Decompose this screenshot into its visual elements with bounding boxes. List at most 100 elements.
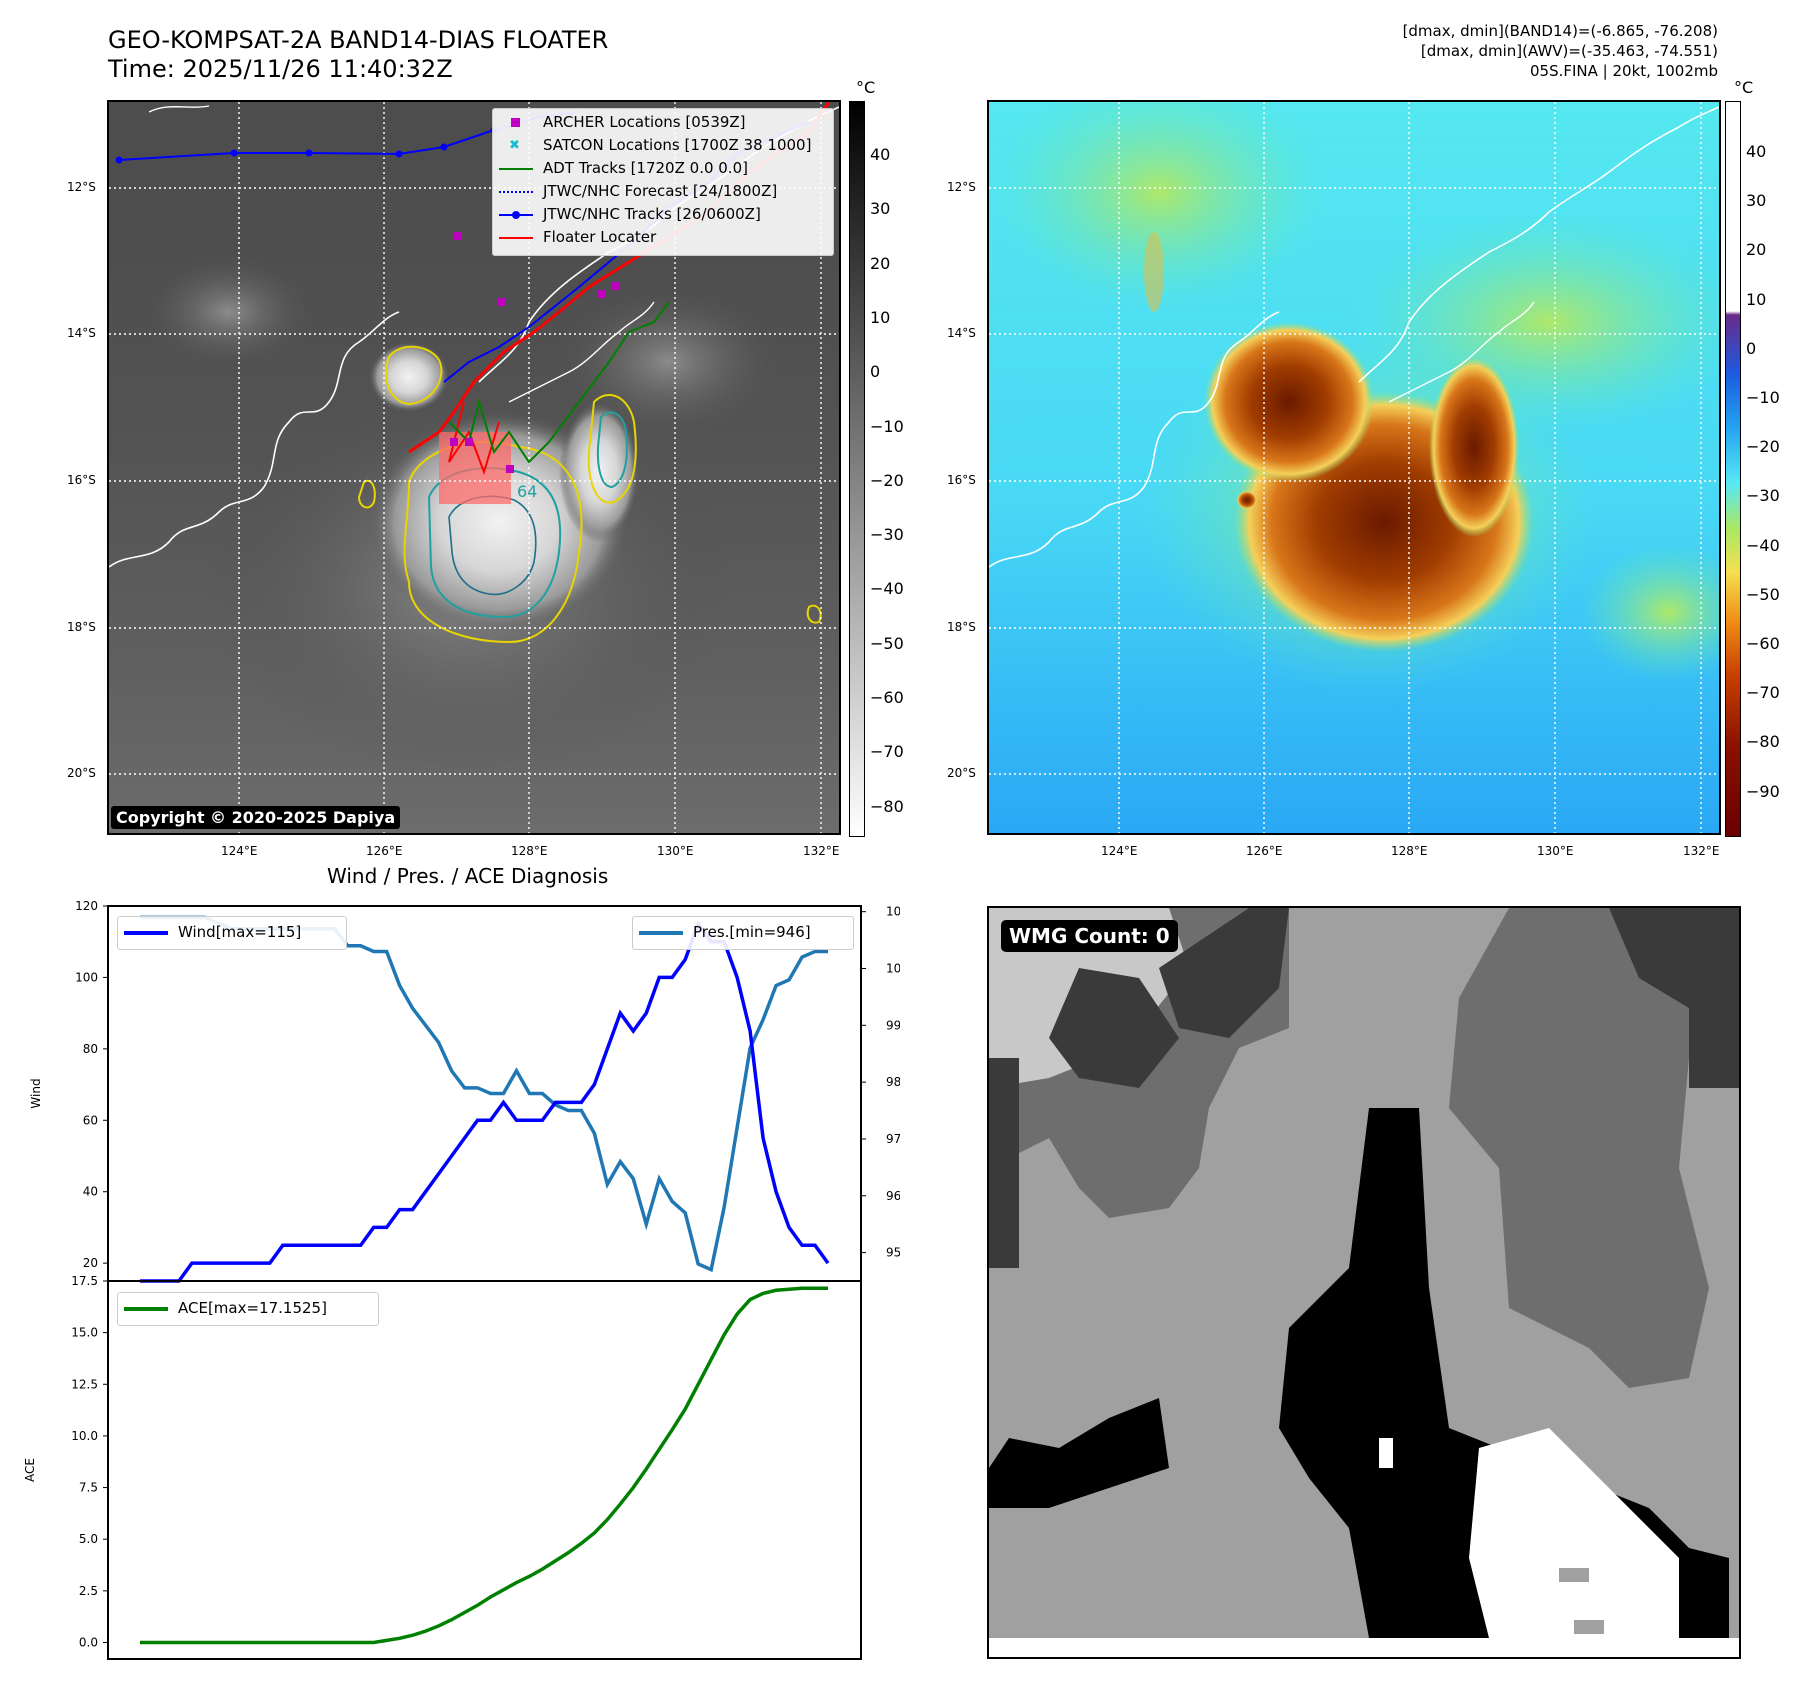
wind-y-tick-label: 60	[83, 1113, 98, 1127]
lat-tick-label: 12°S	[67, 180, 96, 194]
pressure-y-tick-label: 960	[886, 1189, 900, 1203]
wind-axis-label: Wind	[29, 1078, 43, 1108]
ace-y-tick-label: 2.5	[79, 1584, 98, 1598]
pressure-y-tick-label: 970	[886, 1132, 900, 1146]
map-legend-label: Floater Locater	[543, 228, 657, 246]
map-legend-label: JTWC/NHC Forecast [24/1800Z]	[543, 182, 778, 200]
awv-colorbar-tick: 10	[1746, 289, 1767, 309]
gray-colorbar-tick: −80	[870, 796, 904, 816]
pressure-series-line	[140, 915, 828, 1273]
ace-axis-label: ACE	[23, 1458, 37, 1482]
ace-panel: 17.5 15.0 12.5 10.0 7.5 5.0 2.5 0.0 ACE	[23, 1274, 862, 1660]
wind-y-tick-label: 80	[83, 1042, 98, 1056]
map-legend-swatch: ✖	[509, 138, 520, 153]
awv-colorbar-tick: 30	[1746, 191, 1767, 211]
map-legend-label: SATCON Locations [1700Z 38 1000]	[543, 136, 812, 154]
map-legend-item: JTWC/NHC Tracks [26/0600Z]	[493, 203, 833, 226]
wind-y-tick-label: 120	[75, 900, 98, 913]
map-legend-swatch	[499, 237, 533, 239]
map-legend-label: ARCHER Locations [0539Z]	[543, 113, 746, 131]
ace-y-tick-label: 12.5	[71, 1377, 98, 1391]
lon-tick-label: 124°E	[221, 844, 258, 858]
map-legend-swatch	[499, 191, 533, 193]
gray-colorbar-unit: °C	[856, 78, 876, 97]
pressure-legend-label: Pres.[min=946]	[693, 923, 811, 941]
awv-colorbar-unit: °C	[1734, 78, 1754, 97]
lat-tick-label: 18°S	[67, 620, 96, 634]
ace-y-tick-label: 10.0	[71, 1429, 98, 1443]
pressure-y-tick-label: 980	[886, 1075, 900, 1089]
map-legend-swatch	[511, 118, 520, 127]
ace-legend: ACE[max=17.1525]	[117, 1292, 379, 1326]
awv-colorbar-tick: −30	[1746, 486, 1780, 506]
lon-tick-label: 128°E	[1391, 844, 1428, 858]
contour-label: 64	[517, 482, 537, 501]
map-legend-item: ARCHER Locations [0539Z]	[493, 111, 833, 134]
lat-tick-label: 12°S	[947, 180, 976, 194]
awv-colorbar-tick: −60	[1746, 634, 1780, 653]
gray-colorbar-tick: 40	[870, 145, 891, 164]
lon-tick-label: 124°E	[1101, 844, 1138, 858]
pressure-legend-swatch	[639, 931, 683, 935]
lat-tick-label: 16°S	[947, 473, 976, 487]
pressure-y-tick-label: 950	[886, 1246, 900, 1260]
ace-y-tick-label: 15.0	[71, 1326, 98, 1340]
lon-tick-label: 128°E	[511, 844, 548, 858]
lon-tick-label: 126°E	[1246, 844, 1283, 858]
lat-tick-label: 18°S	[947, 620, 976, 634]
gray-colorbar-tick: 20	[870, 253, 891, 273]
pressure-legend: Pres.[min=946]	[632, 916, 854, 950]
ace-panel-frame	[107, 1280, 862, 1660]
lon-tick-label: 130°E	[657, 844, 694, 858]
wmg-graphics	[989, 908, 1739, 1638]
lat-tick-label: 20°S	[67, 766, 96, 780]
wind-y-tick-label: 20	[83, 1256, 98, 1270]
gray-colorbar-tick: 0	[870, 362, 881, 382]
gray-colorbar-tick: 10	[870, 307, 891, 327]
lat-tick-label: 14°S	[947, 326, 976, 340]
awv-colorbar-tick: −90	[1746, 781, 1780, 801]
map-legend-label: ADT Tracks [1720Z 0.0 0.0]	[543, 159, 748, 177]
awv-colorbar	[1725, 101, 1741, 837]
ir-band14-map: 64 ARCHER Locations [0539Z] ✖ SATCON Locat…	[107, 100, 841, 835]
wind-series-line	[140, 920, 830, 1283]
wind-y-tick-label: 100	[75, 970, 98, 984]
awv-colorbar-tick: 20	[1746, 240, 1767, 260]
diagnosis-title: Wind / Pres. / ACE Diagnosis	[327, 864, 609, 888]
lon-tick-label: 132°E	[1683, 844, 1720, 858]
awv-colorbar-tick: −40	[1746, 535, 1780, 555]
map-legend-swatch	[499, 211, 533, 219]
gray-colorbar-tick: −40	[870, 579, 904, 599]
map-legend: ARCHER Locations [0539Z] ✖ SATCON Location…	[492, 108, 834, 256]
lat-tick-label: 20°S	[947, 766, 976, 780]
gray-colorbar-tick: −50	[870, 633, 904, 653]
awv-colorbar-tick: −20	[1746, 437, 1780, 457]
map-legend-item: ADT Tracks [1720Z 0.0 0.0]	[493, 157, 833, 180]
copyright-label: Copyright © 2020-2025 Dapiya	[111, 806, 401, 829]
awv-colorbar-tick: −70	[1746, 683, 1780, 703]
ace-series-line	[140, 1286, 828, 1645]
gray-colorbar-tick: −20	[870, 470, 904, 490]
lon-tick-label: 132°E	[803, 844, 840, 858]
gray-colorbar-tick: −30	[870, 525, 904, 545]
awv-colorbar-tick: −80	[1746, 732, 1780, 752]
storm-info: 05S.FINA | 20kt, 1002mb	[1530, 62, 1718, 80]
pressure-y-tick-label: 1000	[886, 962, 900, 976]
ace-y-tick-label: 7.5	[79, 1481, 98, 1495]
awv-map-graphics	[989, 102, 1719, 833]
ace-y-tick-label: 17.5	[71, 1274, 98, 1288]
map-legend-item: Floater Locater	[493, 226, 833, 249]
wmg-panel: WMG Count: 0	[987, 906, 1741, 1659]
map-legend-label: JTWC/NHC Tracks [26/0600Z]	[543, 205, 761, 223]
chart-title-line1: GEO-KOMPSAT-2A BAND14-DIAS FLOATER	[108, 26, 609, 54]
ace-legend-label: ACE[max=17.1525]	[178, 1299, 327, 1317]
wmg-count-badge: WMG Count: 0	[1001, 920, 1178, 952]
wind-legend-label: Wind[max=115]	[178, 923, 302, 941]
map-legend-item: JTWC/NHC Forecast [24/1800Z]	[493, 180, 833, 203]
lat-tick-label: 16°S	[67, 473, 96, 487]
map-legend-item: ✖ SATCON Locations [1700Z 38 1000]	[493, 134, 833, 157]
wind-legend-swatch	[124, 931, 168, 935]
lat-tick-label: 14°S	[67, 326, 96, 340]
